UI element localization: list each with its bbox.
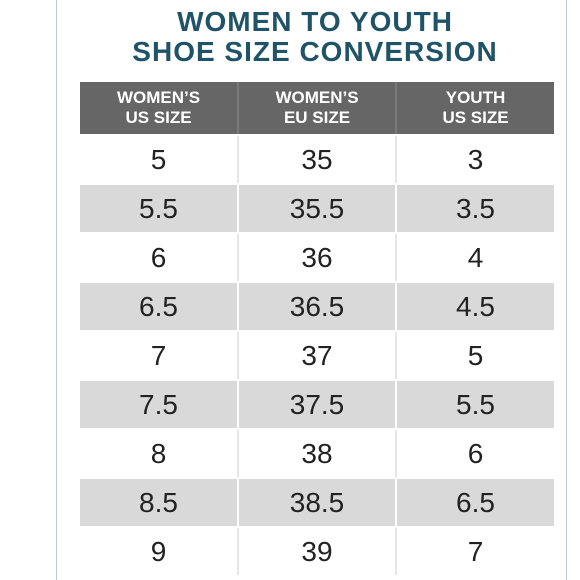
chart-title-line-1: WOMEN TO YOUTH (177, 6, 453, 37)
header-womens-eu-line-1: WOMEN’S (275, 88, 359, 107)
table-row: 8 38 6 (80, 429, 554, 479)
frame-border-left (56, 0, 57, 580)
womens-eu-size-cell: 38.5 (238, 478, 397, 528)
frame-border-right (566, 0, 567, 580)
youth-us-size-cell: 4 (396, 233, 554, 283)
table-row: 7.5 37.5 5.5 (80, 380, 554, 430)
header-youth-us-line-2: US SIZE (442, 108, 509, 127)
header-youth-us-line-1: YOUTH (445, 88, 506, 107)
youth-us-size-cell: 5 (396, 331, 554, 381)
header-womens-us-line-1: WOMEN’S (116, 88, 201, 107)
womens-eu-size-cell: 36 (238, 233, 397, 283)
table-row: 9 39 7 (80, 527, 554, 577)
youth-us-size-cell: 3.5 (396, 184, 554, 234)
womens-us-size-cell: 9 (80, 527, 239, 577)
womens-eu-size-cell: 38 (238, 429, 397, 479)
youth-us-size-cell: 4.5 (396, 282, 554, 332)
womens-eu-size-cell: 35.5 (238, 184, 397, 234)
header-womens-eu: WOMEN’S EU SIZE (238, 82, 397, 136)
header-womens-us: WOMEN’S US SIZE (80, 82, 239, 136)
chart-title-line-2: SHOE SIZE CONVERSION (132, 36, 498, 67)
table-row: 6.5 36.5 4.5 (80, 282, 554, 332)
youth-us-size-cell: 3 (396, 135, 554, 185)
youth-us-size-cell: 6.5 (396, 478, 554, 528)
table-row: 5.5 35.5 3.5 (80, 184, 554, 234)
womens-eu-size-cell: 36.5 (238, 282, 397, 332)
header-row: WOMEN’S US SIZE WOMEN’S EU SIZE YOUTH US… (80, 82, 554, 136)
table-row: 6 36 4 (80, 233, 554, 283)
womens-us-size-cell: 6 (80, 233, 239, 283)
womens-us-size-cell: 5.5 (80, 184, 239, 234)
table-row: 8.5 38.5 6.5 (80, 478, 554, 528)
womens-us-size-cell: 8 (80, 429, 239, 479)
womens-eu-size-cell: 37.5 (238, 380, 397, 430)
header-womens-eu-line-2: EU SIZE (283, 108, 351, 127)
womens-us-size-cell: 5 (80, 135, 239, 185)
size-conversion-table: WOMEN’S US SIZE WOMEN’S EU SIZE YOUTH US… (80, 82, 554, 577)
youth-us-size-cell: 7 (396, 527, 554, 577)
womens-eu-size-cell: 39 (238, 527, 397, 577)
header-youth-us: YOUTH US SIZE (396, 82, 554, 136)
table-row: 5 35 3 (80, 135, 554, 185)
womens-eu-size-cell: 37 (238, 331, 397, 381)
womens-us-size-cell: 8.5 (80, 478, 239, 528)
youth-us-size-cell: 5.5 (396, 380, 554, 430)
womens-us-size-cell: 7.5 (80, 380, 239, 430)
womens-us-size-cell: 6.5 (80, 282, 239, 332)
womens-us-size-cell: 7 (80, 331, 239, 381)
womens-eu-size-cell: 35 (238, 135, 397, 185)
youth-us-size-cell: 6 (396, 429, 554, 479)
table-row: 7 37 5 (80, 331, 554, 381)
header-womens-us-line-2: US SIZE (125, 108, 192, 127)
